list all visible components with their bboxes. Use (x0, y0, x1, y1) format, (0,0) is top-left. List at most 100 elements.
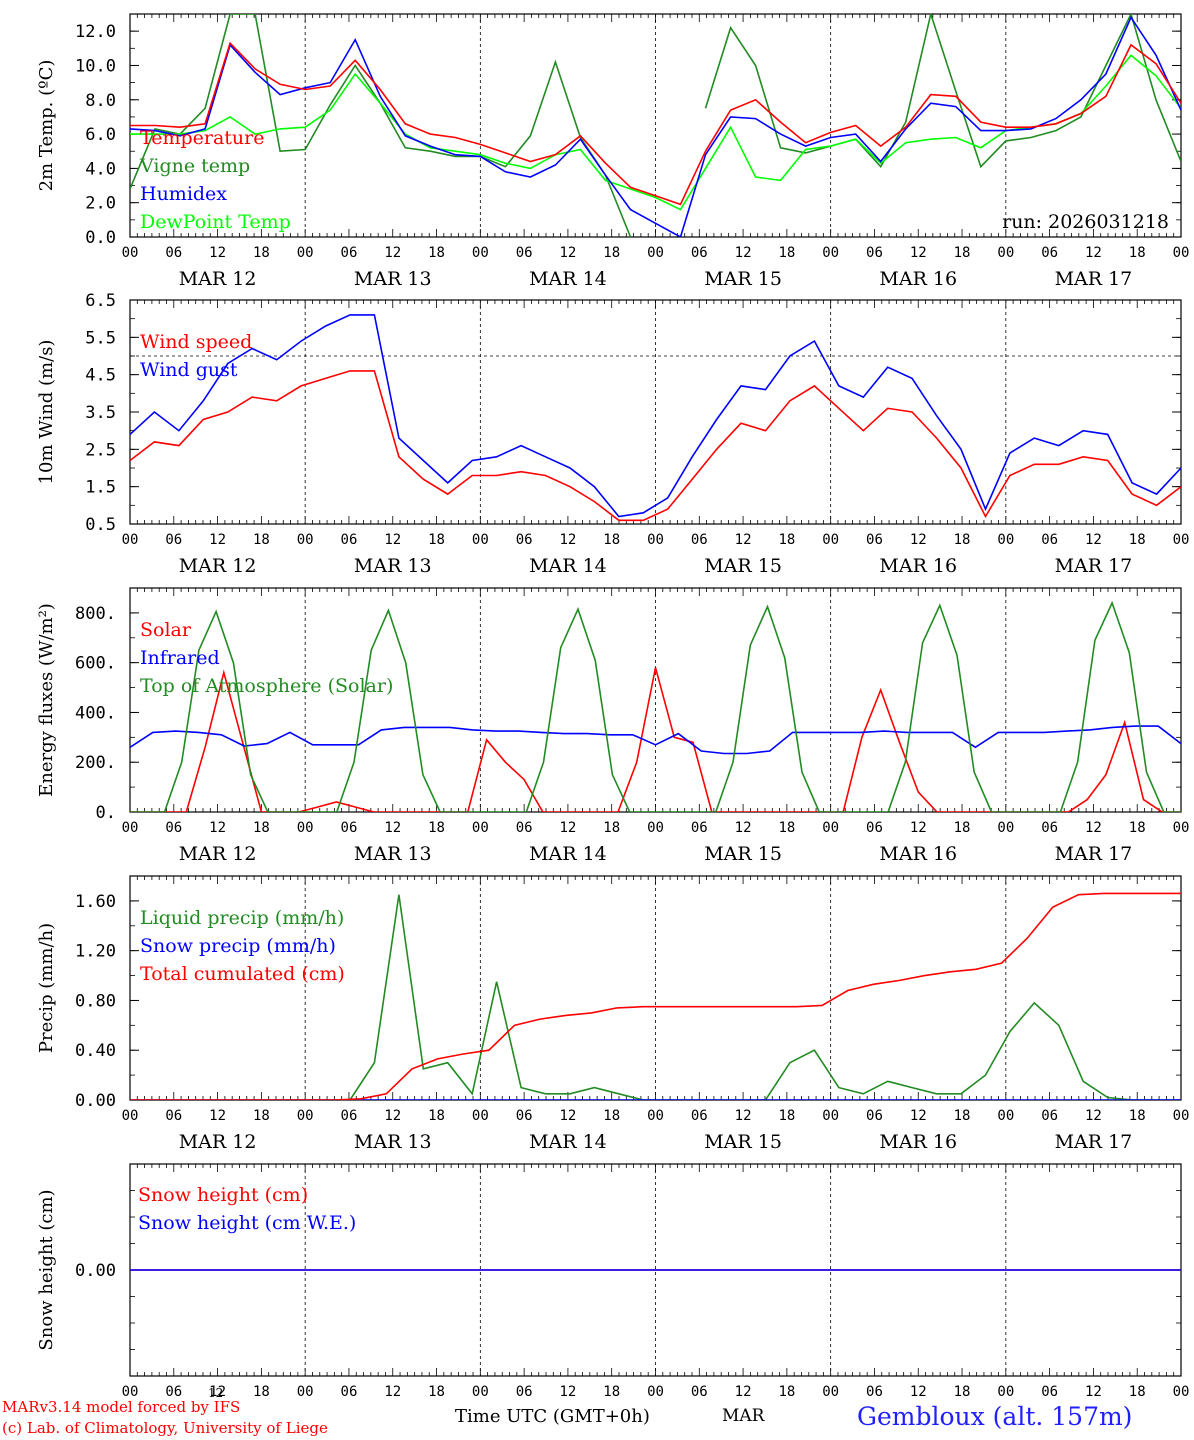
x-tick-label: 00 (997, 1384, 1014, 1400)
x-tick-label: 12 (384, 245, 401, 261)
x-tick-label: 12 (209, 1384, 226, 1400)
x-tick-label: 18 (954, 532, 971, 548)
x-tick-label: 18 (954, 1384, 971, 1400)
x-tick-label: 12 (559, 1108, 576, 1124)
legend-entry: Total cumulated (cm) (140, 963, 345, 985)
y-tick-label: 1.60 (75, 892, 116, 912)
legend-entry: Solar (140, 619, 192, 641)
day-label: MAR 13 (354, 268, 432, 290)
x-tick-label: 06 (516, 245, 533, 261)
x-tick-label: 18 (1129, 1384, 1146, 1400)
x-tick-label: 00 (122, 532, 139, 548)
x-tick-label: 18 (1129, 820, 1146, 836)
x-tick-label: 12 (735, 245, 752, 261)
x-tick-label: 12 (910, 1384, 927, 1400)
station-name: Gembloux (alt. 157m) (857, 1402, 1133, 1431)
y-tick-label: 800. (75, 604, 116, 624)
x-tick-label: 06 (341, 245, 358, 261)
x-tick-label: 00 (122, 1384, 139, 1400)
series-line-wind-speed (130, 370, 1181, 522)
day-label: MAR 17 (1055, 1131, 1133, 1153)
y-tick-label: 2.5 (85, 440, 116, 460)
x-tick-label: 06 (165, 1384, 182, 1400)
y-axis-label: Snow height (cm) (36, 1189, 57, 1350)
x-tick-label: 06 (165, 245, 182, 261)
day-label: MAR 13 (354, 843, 432, 865)
x-tick-label: 06 (1041, 1384, 1058, 1400)
x-tick-label: 00 (1173, 1384, 1190, 1400)
model-credit: MARv3.14 model forced by IFS (2, 1398, 241, 1416)
legend-entry: DewPoint Temp (140, 211, 291, 233)
day-label: MAR 14 (529, 268, 607, 290)
x-tick-label: 12 (209, 1108, 226, 1124)
day-label: MAR 17 (1055, 843, 1133, 865)
x-tick-label: 06 (341, 820, 358, 836)
x-tick-label: 06 (866, 1384, 883, 1400)
day-label: MAR 13 (354, 1131, 432, 1153)
day-label: MAR 12 (179, 1131, 257, 1153)
day-label: MAR 15 (704, 555, 782, 577)
panel-frame-1 (129, 13, 1182, 238)
day-label: MAR 17 (1055, 268, 1133, 290)
month-label: MAR (722, 1406, 765, 1426)
x-tick-label: 18 (253, 245, 270, 261)
x-tick-label: 12 (735, 820, 752, 836)
x-tick-label: 18 (778, 1384, 795, 1400)
x-tick-label: 06 (691, 1384, 708, 1400)
x-tick-label: 00 (1173, 1108, 1190, 1124)
legend-entry: Humidex (140, 183, 227, 205)
x-tick-label: 18 (1129, 532, 1146, 548)
y-tick-label: 0.00 (75, 1091, 116, 1111)
legend-entry: Wind gust (140, 359, 238, 381)
x-tick-label: 06 (165, 532, 182, 548)
day-label: MAR 16 (879, 843, 957, 865)
run-annotation: run: 2026031218 (1002, 211, 1169, 233)
x-tick-label: 06 (866, 1108, 883, 1124)
legend-entry: Snow height (cm) (138, 1184, 308, 1206)
meteogram-chart: 00 06 12 18 00 06 12 18 00 06 12 18 00 06 12 18 00 06 12 18… (36, 13, 1190, 1400)
y-tick-label: 600. (75, 654, 116, 674)
y-tick-label: 4.5 (85, 366, 116, 386)
x-tick-label: 12 (910, 1108, 927, 1124)
x-tick-label: 12 (384, 532, 401, 548)
series-line-infrared (130, 725, 1181, 755)
y-tick-label: 400. (75, 703, 116, 723)
x-tick-label: 06 (341, 1384, 358, 1400)
x-tick-label: 00 (997, 532, 1014, 548)
x-tick-label: 18 (253, 1384, 270, 1400)
day-label: MAR 15 (704, 843, 782, 865)
x-tick-label: 12 (209, 245, 226, 261)
x-tick-label: 18 (603, 820, 620, 836)
x-tick-label: 06 (516, 532, 533, 548)
x-tick-label: 12 (559, 532, 576, 548)
y-tick-label: 4.0 (85, 159, 116, 179)
x-tick-label: 06 (691, 820, 708, 836)
day-label: MAR 12 (179, 268, 257, 290)
x-tick-label: 00 (297, 1384, 314, 1400)
x-tick-label: 06 (516, 1108, 533, 1124)
x-tick-label: 18 (778, 1108, 795, 1124)
x-tick-label: 06 (516, 820, 533, 836)
x-tick-label: 00 (822, 245, 839, 261)
x-tick-label: 12 (209, 532, 226, 548)
x-tick-label: 18 (1129, 245, 1146, 261)
x-tick-label: 12 (384, 820, 401, 836)
x-tick-label: 12 (1085, 1384, 1102, 1400)
y-tick-label: 0.0 (85, 228, 116, 248)
y-tick-label: 0. (96, 803, 116, 823)
x-tick-label: 00 (122, 820, 139, 836)
x-tick-label: 18 (778, 820, 795, 836)
day-label: MAR 14 (529, 1131, 607, 1153)
x-tick-label: 18 (778, 532, 795, 548)
legend-entry: Vigne temp (139, 155, 250, 177)
y-tick-label: 5.5 (85, 328, 116, 348)
x-tick-label: 00 (1173, 245, 1190, 261)
y-tick-label: 0.80 (75, 991, 116, 1011)
x-tick-label: 00 (822, 820, 839, 836)
x-tick-label: 12 (1085, 532, 1102, 548)
series-line-humidex (130, 15, 1181, 237)
legend-entry: Top of Atmosphere (Solar) (140, 675, 393, 697)
x-tick-label: 00 (647, 1108, 664, 1124)
x-tick-label: 12 (559, 820, 576, 836)
y-tick-label: 6.5 (85, 291, 116, 311)
